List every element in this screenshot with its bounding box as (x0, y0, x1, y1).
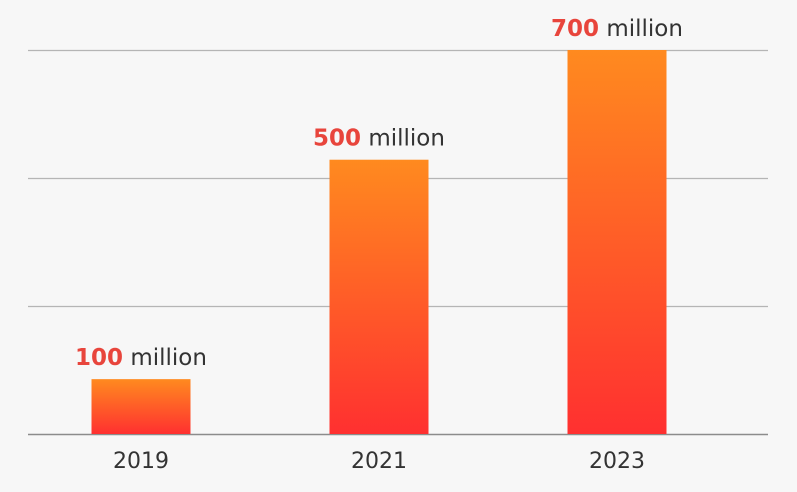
value-label-number: 700 (551, 16, 599, 42)
value-label-2019: 100 million (75, 345, 207, 371)
x-tick-2023: 2023 (589, 449, 645, 474)
bar-2019 (91, 379, 191, 434)
value-label-unit: million (361, 126, 445, 152)
bar-2023 (567, 50, 667, 434)
value-label-2021: 500 million (313, 126, 445, 152)
x-axis-tick-labels: 2019 2021 2023 (113, 449, 645, 474)
value-label-number: 100 (75, 345, 123, 371)
value-label-number: 500 (313, 126, 361, 152)
value-label-2023: 700 million (551, 16, 683, 42)
value-label-unit: million (599, 16, 683, 42)
x-tick-2019: 2019 (113, 449, 169, 474)
value-label-unit: million (123, 345, 207, 371)
bar-2021 (329, 159, 429, 434)
x-tick-2021: 2021 (351, 449, 407, 474)
bars (91, 50, 667, 434)
